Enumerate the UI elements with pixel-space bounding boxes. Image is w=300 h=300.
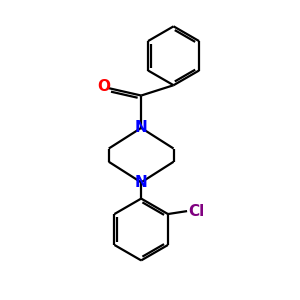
Text: Cl: Cl — [188, 204, 205, 219]
Text: N: N — [135, 120, 148, 135]
Text: N: N — [135, 175, 148, 190]
Text: O: O — [97, 79, 110, 94]
